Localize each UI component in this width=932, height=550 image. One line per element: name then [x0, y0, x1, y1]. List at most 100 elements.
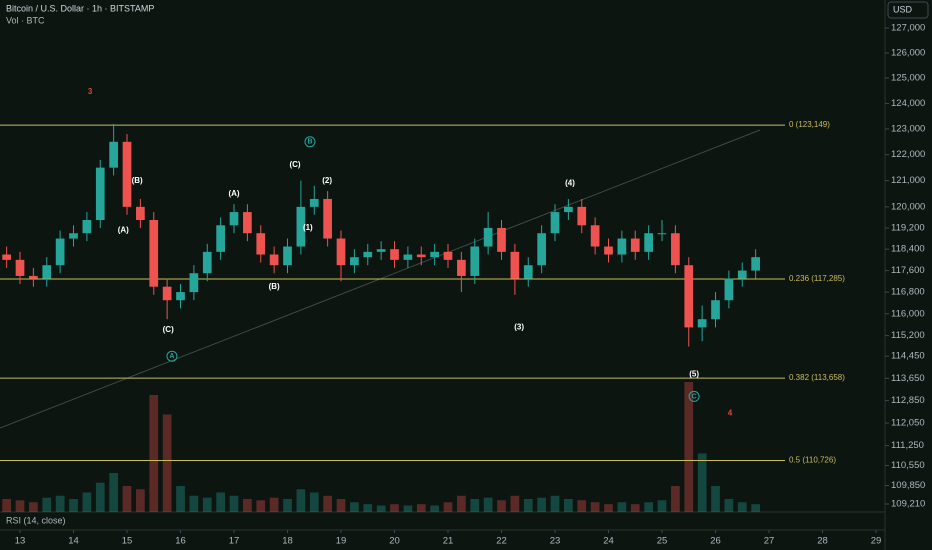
candle-body: [149, 220, 159, 287]
y-tick-label: 109,210: [891, 499, 925, 510]
volume-bar: [350, 502, 359, 512]
candle-body: [336, 238, 346, 266]
candle-body: [122, 141, 132, 207]
candle-body: [109, 141, 118, 168]
candle-body: [457, 259, 466, 276]
candle-body: [323, 198, 332, 239]
volume-layer: [2, 382, 760, 512]
candle-body: [617, 238, 627, 255]
volume-bar: [55, 495, 65, 512]
wave-circle: [304, 136, 316, 148]
volume-bar: [376, 505, 386, 512]
wave-label: 3: [88, 87, 93, 96]
volume-bar: [751, 504, 760, 512]
volume-bar: [109, 473, 118, 512]
volume-bar: [630, 504, 640, 512]
candle-body: [363, 251, 373, 258]
x-tick-label: 29: [871, 536, 882, 547]
wave-circle: [166, 350, 178, 362]
wave-label: (5): [689, 369, 699, 378]
x-tick-label: 26: [710, 536, 721, 547]
x-tick-label: 16: [175, 536, 186, 547]
y-tick-label: 109,850: [891, 480, 925, 491]
candle-body: [564, 206, 573, 213]
volume-bar: [483, 497, 493, 512]
y-tick-label: 112,850: [891, 395, 925, 406]
volume-bar: [2, 499, 11, 512]
volume-bar: [697, 453, 707, 512]
x-tick-label: 25: [657, 536, 668, 547]
candle-body: [711, 300, 720, 320]
y-tick-label: 124,000: [891, 98, 925, 109]
wave-label: (A): [118, 226, 129, 235]
candle-body: [29, 275, 38, 279]
candle-body: [350, 257, 359, 266]
volume-bar: [323, 495, 332, 512]
y-tick-label: 122,000: [891, 149, 925, 160]
y-tick-label: 115,200: [891, 330, 925, 341]
currency[interactable]: USD: [893, 4, 913, 14]
candle-body: [470, 246, 480, 276]
wave-label: (4): [565, 178, 575, 187]
fib-level-label: 0.5 (110,726): [789, 456, 836, 465]
y-tick-label: 123,000: [891, 123, 925, 134]
y-tick-label: 127,000: [891, 23, 925, 34]
candle-body: [202, 251, 212, 274]
y-tick-label: 120,000: [891, 201, 925, 212]
candle-body: [523, 265, 533, 279]
volume-bar: [176, 486, 185, 512]
volume-bar: [69, 499, 78, 512]
candle-body: [697, 319, 707, 328]
volume-bar: [15, 500, 25, 512]
candle-body: [604, 246, 613, 255]
volume-bar: [82, 492, 92, 512]
wave-label: (3): [514, 323, 524, 332]
candle-body: [136, 206, 145, 221]
x-tick-label: 14: [68, 536, 79, 547]
candle-body: [737, 270, 747, 279]
candle-body: [724, 278, 734, 301]
candle-body: [82, 220, 92, 234]
candle-body: [537, 233, 546, 266]
wave-label: (C): [163, 325, 174, 334]
wave-circle: [688, 390, 700, 402]
fib-level-label: 0.236 (117,285): [789, 274, 845, 283]
candle-body: [657, 233, 667, 235]
volume-bar: [149, 395, 159, 512]
candle-body: [189, 273, 199, 293]
volume-label: Vol · BTC: [6, 15, 45, 25]
volume-bar: [229, 495, 239, 512]
x-tick-label: 13: [15, 536, 26, 547]
y-tick-label: 121,000: [891, 175, 925, 186]
candle-body: [684, 265, 694, 328]
volume-bar: [470, 499, 480, 512]
currency-box[interactable]: [887, 1, 929, 19]
x-tick-label: 21: [443, 536, 454, 547]
candle-body: [483, 227, 493, 247]
wave-label: (A): [228, 189, 239, 198]
volume-bar: [283, 499, 292, 512]
x-tick-label: 15: [122, 536, 133, 547]
volume-bar: [269, 497, 279, 512]
fib-level-label: 0.382 (113,658): [789, 373, 845, 382]
volume-bar: [403, 505, 413, 512]
volume-bar: [42, 497, 52, 512]
wave-label: (2): [322, 176, 332, 185]
x-tick-label: 20: [389, 536, 400, 547]
candle-body: [443, 251, 453, 260]
volume-bar: [363, 504, 373, 512]
candle-body: [390, 249, 399, 260]
volume-bar: [162, 414, 172, 512]
volume-bar: [590, 502, 600, 512]
candle-body: [269, 254, 279, 266]
candle-body: [95, 167, 105, 221]
candle-body: [376, 249, 386, 252]
y-tick-label: 114,450: [891, 351, 925, 362]
volume-bar: [189, 495, 199, 512]
volume-bar: [457, 495, 466, 512]
candle-body: [283, 246, 292, 266]
y-tick-label: 116,000: [891, 308, 925, 319]
volume-bar: [256, 500, 266, 512]
volume-bar: [617, 502, 627, 512]
x-tick-label: 27: [764, 536, 775, 547]
